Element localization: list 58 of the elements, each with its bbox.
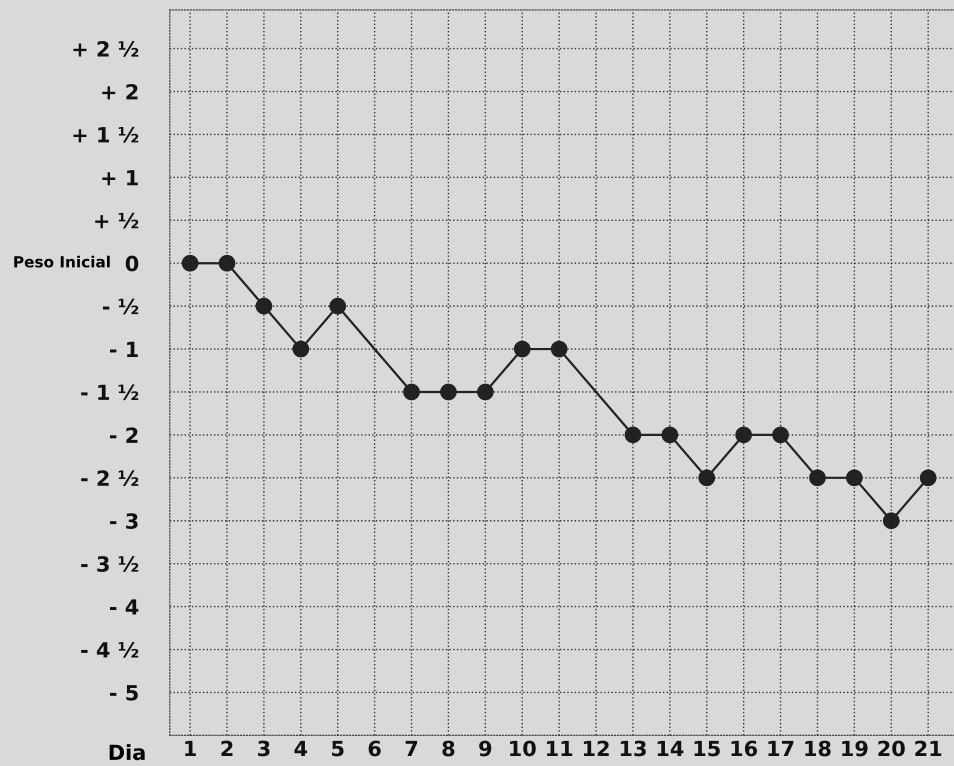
y-tick-label: + 2 (102, 84, 138, 100)
x-axis-title: Dia (110, 744, 145, 760)
y-tick-label: + 1 ½ (73, 126, 138, 143)
y-tick-label: - 2 (110, 427, 138, 443)
y-tick-label: + ½ (95, 212, 138, 228)
x-tick-label: 19 (842, 740, 868, 756)
point (440, 384, 457, 400)
y-tick-label: + 2 ½ (73, 41, 138, 57)
y-tick-label: - 4 ½ (81, 642, 138, 658)
point (772, 426, 789, 444)
y-tick-label: - 5 (110, 685, 138, 701)
point (550, 340, 568, 358)
point (698, 469, 716, 486)
x-tick-label: 18 (805, 740, 831, 756)
point (218, 254, 236, 272)
x-tick-label: 5 (332, 740, 344, 756)
y-tick-label: - ½ (102, 298, 138, 314)
point (882, 512, 900, 530)
point (624, 426, 642, 444)
y-tick-label: - 2 ½ (81, 470, 138, 486)
x-tick-label: 10 (510, 740, 536, 756)
point (514, 340, 531, 358)
y-tick-label: - 1 ½ (81, 384, 138, 400)
y-tick-label: - 4 (110, 599, 138, 615)
x-tick-label: 15 (694, 740, 720, 756)
text: Peso Inicial (14, 256, 110, 268)
x-tick-label: 14 (658, 740, 684, 756)
point (735, 426, 752, 444)
y-tick-label: - 3 (110, 513, 138, 529)
x-tick-label: 13 (620, 740, 646, 756)
point (662, 426, 678, 444)
x-tick-label: 8 (442, 740, 454, 756)
y-tick-label: - 1 (110, 342, 138, 357)
point (403, 384, 420, 400)
x-tick-label: 17 (768, 740, 794, 756)
x-tick-label: 12 (584, 740, 609, 756)
point (256, 298, 272, 314)
x-tick-label: 9 (479, 740, 492, 756)
x-tick-label: 21 (915, 740, 942, 756)
y-tick-label: - 3 ½ (81, 556, 138, 572)
point (920, 469, 936, 486)
x-tick-label: 2 (221, 740, 232, 756)
y-tick-label: 0 (126, 256, 138, 272)
point (182, 254, 198, 272)
x-tick-label: 7 (406, 740, 418, 756)
point (477, 384, 494, 400)
x-tick-label: 6 (368, 740, 381, 756)
point (809, 469, 826, 486)
x-tick-label: 20 (878, 740, 905, 756)
point (846, 469, 863, 486)
point (292, 340, 310, 358)
point (329, 298, 346, 314)
x-tick-label: 4 (294, 740, 308, 756)
x-tick-label: 3 (258, 740, 270, 756)
x-tick-label: 1 (185, 740, 196, 756)
x-tick-label: 16 (732, 740, 758, 756)
x-tick-label: 11 (546, 740, 572, 756)
y-tick-label: + 1 (102, 170, 138, 186)
